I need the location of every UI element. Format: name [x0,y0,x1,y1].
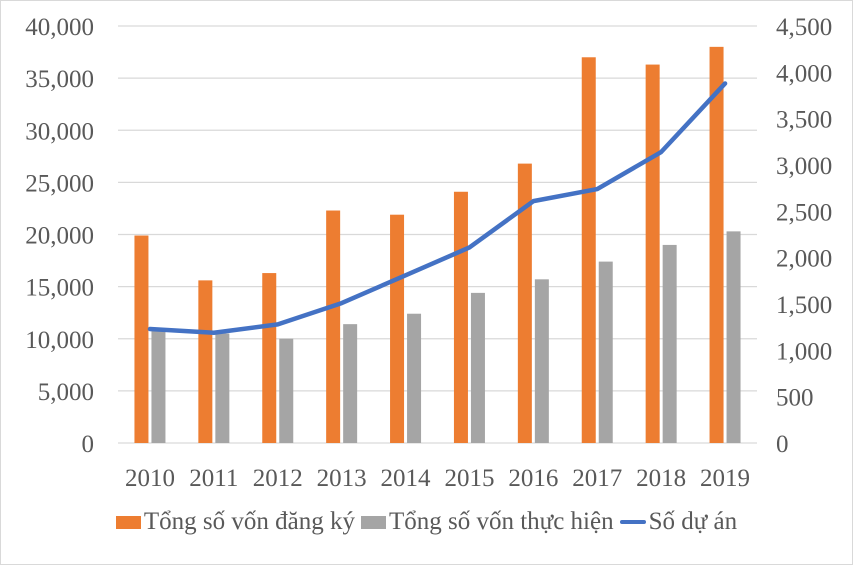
right-axis-tick-label: 500 [776,385,814,412]
bar-series [134,46,741,444]
legend-label: Tổng số vốn thực hiện [388,508,614,535]
right-axis-tick-label: 2,500 [776,199,832,226]
bar[interactable] [343,324,358,443]
bar[interactable] [709,46,724,443]
left-axis-tick-label: 15,000 [25,275,94,302]
x-axis-tick-label: 2019 [700,465,750,492]
left-axis-tick-label: 10,000 [25,327,94,354]
x-axis-ticks: 2010 2011 2012 2013 2014 2015 2016 2017 2018 2019 [125,465,750,492]
bar[interactable] [134,235,149,443]
right-axis-tick-label: 4,000 [776,60,832,87]
orange-swatch-icon [115,515,141,529]
right-axis-ticks: 0 500 1,000 1,500 2,000 2,500 3,000 3,500 4,000 4… [776,14,832,458]
bar[interactable] [215,333,230,443]
bar[interactable] [662,244,677,443]
left-axis-tick-label: 35,000 [25,66,94,93]
legend-item-project-count[interactable]: Số dự án [619,508,738,536]
bar[interactable] [262,273,277,443]
bar[interactable] [726,231,741,443]
bar[interactable] [407,313,422,443]
right-axis-tick-label: 3,500 [776,107,832,134]
x-axis-tick-label: 2011 [189,465,238,492]
line-series [147,81,728,335]
bar[interactable] [326,210,341,443]
bar[interactable] [279,338,294,443]
left-axis-tick-label: 20,000 [25,223,94,250]
legend-label: Tổng số vốn đăng ký [143,508,355,535]
left-axis-tick-label: 5,000 [38,379,94,406]
x-axis-tick-label: 2015 [444,465,494,492]
bar[interactable] [453,191,468,443]
line-path[interactable] [147,81,728,335]
x-axis-tick-label: 2013 [317,465,367,492]
bar[interactable] [151,330,166,443]
gray-swatch-icon [360,515,386,529]
bar[interactable] [390,214,405,443]
x-axis-tick-label: 2016 [508,465,558,492]
right-axis-tick-label: 3,000 [776,153,832,180]
legend-item-registered-capital[interactable]: Tổng số vốn đăng ký [115,508,355,536]
x-axis-tick-label: 2014 [381,465,432,492]
left-axis-ticks: 0 5,000 10,000 15,000 20,000 25,000 30,000 35,0… [25,14,94,458]
left-axis-tick-label: 30,000 [25,118,94,145]
bar[interactable] [517,163,532,444]
x-axis-tick-label: 2010 [125,465,175,492]
legend-item-implemented-capital[interactable]: Tổng số vốn thực hiện [360,508,614,536]
right-axis-tick-label: 0 [776,431,789,458]
blue-line-swatch-icon [619,520,646,524]
gridlines [118,25,757,444]
right-axis-tick-label: 1,000 [776,338,832,365]
x-axis-tick-label: 2012 [253,465,303,492]
bar[interactable] [598,261,613,443]
bar[interactable] [534,279,549,443]
left-axis-tick-label: 40,000 [25,14,94,41]
legend: Tổng số vốn đăng ký Tổng số vốn thực hiệ… [0,508,853,536]
bar[interactable] [645,64,660,443]
x-axis-tick-label: 2017 [572,465,622,492]
x-axis-tick-label: 2018 [636,465,686,492]
left-axis-tick-label: 0 [82,431,95,458]
bar[interactable] [198,280,213,443]
legend-label: Số dự án [648,508,738,535]
bar[interactable] [470,292,485,443]
right-axis-tick-label: 2,000 [776,246,832,273]
right-axis-tick-label: 1,500 [776,292,832,319]
right-axis-tick-label: 4,500 [776,14,832,41]
left-axis-tick-label: 25,000 [25,170,94,197]
bar[interactable] [581,57,596,444]
